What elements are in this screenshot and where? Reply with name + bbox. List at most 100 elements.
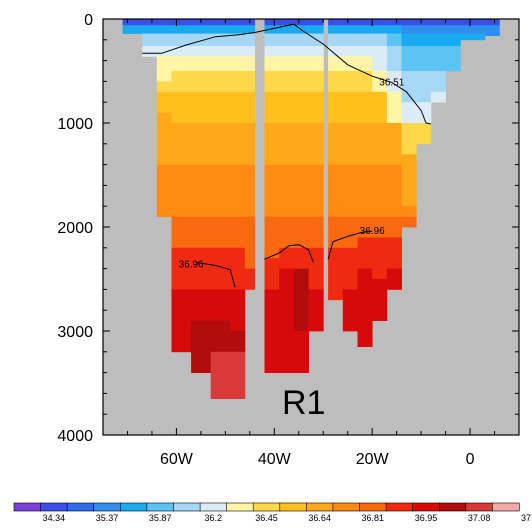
data-cell [357,71,373,93]
data-cell [264,331,280,373]
colorbar-swatch [332,502,361,512]
data-cell [191,268,212,290]
data-cell [386,123,402,165]
colorbar-swatch [492,502,520,512]
data-cell [430,91,446,103]
data-cell [308,164,324,217]
data-cell [210,216,231,249]
data-cell [210,247,231,290]
data-cell [401,71,417,103]
data-cells [122,19,500,399]
contour-labels: 36.51 36.96 36.96 [179,77,405,270]
data-cell [171,123,192,165]
data-cell [244,71,256,93]
data-cell [293,247,309,269]
data-cell [328,247,344,301]
data-cell [386,268,402,290]
y-tick-label: 4000 [57,428,93,445]
colorbar-label: 36.95 [415,513,438,523]
data-cell [279,247,295,269]
data-cell [372,237,388,280]
data-cell [191,46,212,57]
data-cell [264,289,280,332]
data-cell [210,289,231,321]
data-cell [445,25,461,34]
data-cell [279,216,295,249]
data-cell [293,46,309,57]
data-cell [484,19,500,26]
data-cell [279,268,295,301]
data-cell [328,46,344,57]
data-cell [401,154,417,207]
data-cell [328,123,344,165]
contour-label: 36.51 [379,77,404,88]
data-cell [357,299,373,321]
region-annotation: R1 [282,384,325,422]
data-cell [293,268,309,332]
data-cell [416,19,432,26]
data-cell [244,91,256,124]
data-cell [293,331,309,373]
x-tick-label: 20W [356,451,390,468]
contour-line [327,230,373,260]
data-cell [171,46,192,57]
data-cell [171,331,192,353]
data-cell [342,320,358,332]
data-cell [264,123,280,165]
contour-line [142,23,431,125]
data-cell [308,123,324,165]
data-cell [372,25,388,34]
data-cell [279,56,295,72]
data-cell [328,33,344,47]
data-cell [460,33,486,41]
data-cell [171,25,192,34]
data-cell [191,56,212,72]
data-cell [372,164,388,217]
data-cell [230,91,246,124]
colorbar-swatch [279,502,307,512]
data-cell [308,247,324,290]
colorbar-swatch [199,502,228,512]
data-cell [430,25,446,34]
data-cell [230,123,246,165]
data-cell [386,237,402,269]
data-cell [191,25,212,34]
data-cell [210,91,231,124]
colorbar-swatch [66,502,95,512]
data-cell [230,19,246,26]
data-cell [460,25,486,34]
data-cell [191,216,212,249]
data-cell [416,33,432,47]
data-cell [244,46,256,57]
data-cell [293,19,309,26]
data-cell [430,33,446,47]
x-axis-ticks: 60W 40W 20W 0 [102,19,520,468]
data-cell [293,123,309,165]
x-tick-label: 40W [258,451,292,468]
data-cell [342,164,358,217]
data-cell [342,33,358,47]
data-cell [308,71,324,93]
data-cell [293,56,309,72]
data-cell [401,123,417,155]
colorbar-swatch [385,502,414,512]
colorbar-swatch [93,502,121,512]
data-cell [342,247,358,290]
data-cell [328,91,344,124]
data-cell [171,164,192,217]
data-cell [230,56,246,72]
data-cell [264,258,280,290]
data-cell [386,46,402,72]
data-cell [244,33,256,47]
data-cell [386,33,402,47]
data-cell [210,320,231,353]
contour-label: 36.96 [360,226,385,237]
data-cell [372,123,388,165]
x-tick-label: 60W [160,451,194,468]
data-cell [293,33,309,47]
data-cell [156,91,172,113]
data-cell [156,25,172,34]
data-cell [328,216,344,249]
y-tick-label: 0 [84,12,93,29]
data-cell [210,56,231,72]
